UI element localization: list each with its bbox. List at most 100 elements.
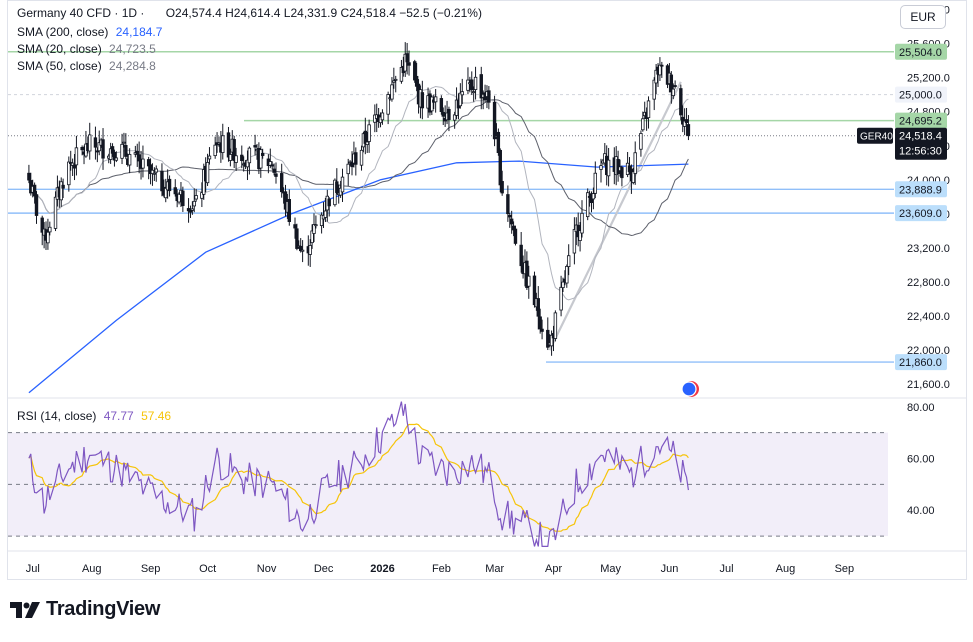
candle-body <box>673 85 677 87</box>
legend-rsi[interactable]: RSI (14, close) 47.77 57.46 <box>17 408 171 425</box>
candle-body <box>97 142 101 152</box>
candles <box>27 42 691 356</box>
candle-body <box>506 194 510 215</box>
candle-body <box>310 230 314 244</box>
time-tick-label: Oct <box>199 563 216 575</box>
candle-body <box>124 145 128 157</box>
level-label-3: 23,888.9 <box>899 184 942 196</box>
candle-body <box>283 191 288 210</box>
candle-body <box>207 155 212 160</box>
countdown-label: 12:56:30 <box>899 146 942 158</box>
legend-sma200[interactable]: SMA (200, close) 24,184.7 <box>17 24 162 41</box>
candle-body <box>473 76 478 90</box>
candle-body <box>74 147 79 166</box>
rsi-ma-line <box>28 423 689 532</box>
candle-body <box>300 249 305 252</box>
candle-body <box>399 67 404 82</box>
candle-body <box>394 78 398 81</box>
candle-body <box>93 137 98 148</box>
candle-body <box>295 228 299 249</box>
candle-body <box>479 74 483 99</box>
legend-sma50[interactable]: SMA (50, close) 24,284.8 <box>17 58 156 75</box>
candle-body <box>500 181 504 194</box>
time-tick-label: Aug <box>82 563 102 575</box>
candle-body <box>652 79 656 100</box>
candle-body <box>228 154 233 161</box>
candle-body <box>633 152 637 174</box>
candle-body <box>403 53 407 72</box>
sma200-line <box>28 160 689 394</box>
candle-body <box>525 260 529 288</box>
candle-body <box>340 176 345 193</box>
sma50-value: 24,284.8 <box>109 59 156 73</box>
chart-frame[interactable]: 26,000.025,600.025,200.024,800.024,400.0… <box>7 0 967 580</box>
currency-button[interactable]: EUR <box>900 5 946 29</box>
candle-body <box>549 334 554 347</box>
candle-body <box>386 94 390 115</box>
candle-body <box>152 172 157 175</box>
candle-body <box>247 147 252 164</box>
symbol-legend: Germany 40 CFD · 1D · O24,574.4 H24,614.… <box>17 5 482 22</box>
level-label-1: 25,000.0 <box>899 90 942 102</box>
candle-body <box>511 225 516 231</box>
candle-body <box>681 116 685 125</box>
ohlc-readout: O24,574.4 H24,614.4 L24,331.9 C24,518.4 … <box>165 6 482 20</box>
candle-body <box>660 64 664 67</box>
candle-body <box>205 162 210 184</box>
sma50-label: SMA (50, close) <box>17 59 102 73</box>
candle-body <box>173 187 177 195</box>
candle-body <box>122 141 126 144</box>
candle-body <box>40 217 44 233</box>
time-tick-label: May <box>600 563 621 575</box>
candle-body <box>260 153 265 156</box>
last-price-label: 24,518.4 <box>899 131 942 143</box>
candle-body <box>414 75 419 87</box>
candle-body <box>312 224 316 234</box>
candle-body <box>177 193 181 203</box>
symbol-title[interactable]: Germany 40 CFD · 1D · <box>17 6 145 20</box>
candle-body <box>135 150 139 155</box>
candle-body <box>61 184 65 189</box>
rsi-tick-label: 60.00 <box>907 453 935 465</box>
candle-body <box>272 168 276 173</box>
sma200-value: 24,184.7 <box>115 25 163 39</box>
candle-body <box>646 100 651 119</box>
level-tag-3 <box>895 181 947 198</box>
rsi-tick-label: 40.00 <box>907 505 935 517</box>
candle-body <box>405 53 409 63</box>
time-tick-label: Feb <box>432 563 451 575</box>
level-tag-5 <box>895 354 947 371</box>
chart-canvas[interactable]: 26,000.025,600.025,200.024,800.024,400.0… <box>8 1 966 579</box>
candle-body <box>32 184 37 197</box>
candle-body <box>447 108 451 120</box>
candle-body <box>154 168 158 173</box>
candle-body <box>390 84 394 100</box>
sma50-line <box>28 99 689 237</box>
candle-body <box>546 329 550 348</box>
candle-body <box>72 164 77 169</box>
candle-body <box>164 187 168 199</box>
tradingview-logo[interactable]: TradingView <box>10 598 160 621</box>
last-price-tag <box>895 127 947 160</box>
candle-body <box>492 101 497 140</box>
legend-sma20[interactable]: SMA (20, close) 24,723.5 <box>17 41 156 58</box>
candle-body <box>496 131 501 153</box>
candle-body <box>513 228 518 244</box>
candle-body <box>593 172 598 194</box>
level-label-5: 21,860.0 <box>899 357 942 369</box>
candle-body <box>519 244 523 267</box>
candle-body <box>380 112 385 121</box>
level-label-2: 24,695.2 <box>899 116 942 128</box>
candle-body <box>458 92 463 107</box>
level-label-4: 23,609.0 <box>899 208 942 220</box>
candle-body <box>439 98 444 113</box>
candle-body <box>433 96 438 103</box>
symbol-tag-label: GER40 <box>860 132 893 143</box>
symbol-tag <box>857 127 893 144</box>
candle-body <box>365 141 369 145</box>
candle-body <box>527 275 531 287</box>
time-tick-label: Jul <box>26 563 40 575</box>
candle-body <box>279 173 284 193</box>
level-tag-4 <box>895 205 947 222</box>
candle-body <box>679 88 683 116</box>
